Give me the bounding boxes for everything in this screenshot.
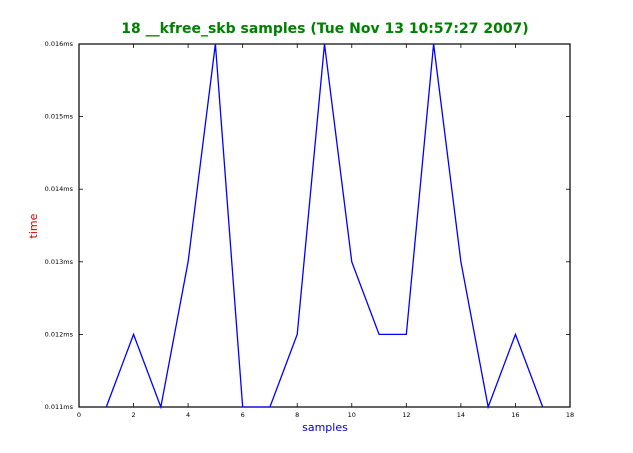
- y-axis-label: time: [27, 213, 40, 238]
- data-line: [105, 43, 544, 410]
- y-tick-label: 0.011ms: [45, 403, 74, 411]
- x-axis-label: samples: [302, 421, 348, 434]
- y-tick-label: 0.013ms: [45, 258, 74, 266]
- x-tick-label: 2: [131, 411, 135, 419]
- x-tick-label: 10: [348, 411, 356, 419]
- chart-title: 18 __kfree_skb samples (Tue Nov 13 10:57…: [121, 21, 528, 37]
- x-tick-label: 6: [241, 411, 245, 419]
- y-tick-label: 0.015ms: [45, 113, 74, 121]
- x-tick-label: 8: [295, 411, 299, 419]
- x-tick-label: 0: [77, 411, 81, 419]
- y-tick-label: 0.016ms: [45, 40, 74, 48]
- y-tick-label: 0.014ms: [45, 185, 74, 193]
- x-tick-label: 18: [566, 411, 574, 419]
- x-tick-label: 14: [457, 411, 465, 419]
- x-tick-label: 16: [511, 411, 519, 419]
- x-tick-label: 4: [186, 411, 190, 419]
- y-tick-label: 0.012ms: [45, 330, 74, 338]
- x-tick-label: 12: [402, 411, 410, 419]
